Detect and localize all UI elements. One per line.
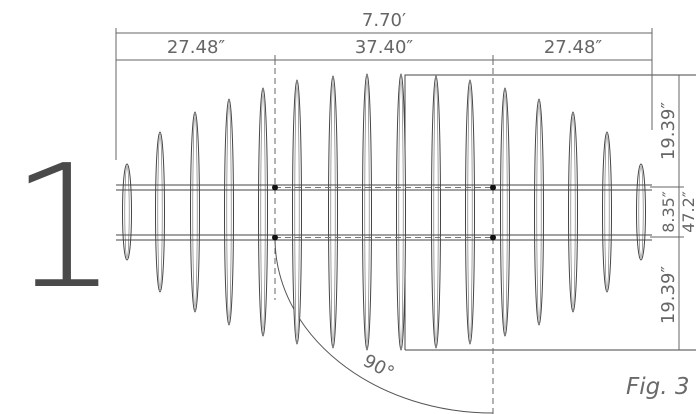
fin-ellipse [396, 73, 406, 351]
pivot-point [272, 234, 278, 241]
right-segment-label: 27.48″ [544, 37, 603, 58]
fin-ellipse [122, 163, 132, 261]
fin-inner-edge [157, 133, 163, 291]
fin-ellipse [224, 98, 234, 326]
center-segment-label: 37.40″ [355, 37, 414, 58]
fin-inner-edge [226, 100, 232, 324]
fin-ellipse [292, 79, 302, 345]
pivot-point [490, 234, 496, 241]
fin-ellipse [431, 75, 441, 349]
fin-inner-edge [364, 75, 370, 349]
fin-inner-edge [124, 165, 130, 259]
fin-inner-edge [192, 113, 198, 311]
figure-caption: Fig. 3 [626, 374, 690, 400]
fin-inner-edge [604, 133, 610, 291]
fin-inner-edge [502, 89, 508, 335]
fin-ellipse [568, 111, 578, 313]
total-height-label: 47.2″ [679, 191, 696, 233]
door-swing-arc [274, 237, 494, 414]
fins-group [122, 73, 646, 351]
fin-ellipse [636, 163, 646, 261]
fin-ellipse [190, 111, 200, 313]
fin-ellipse [602, 131, 612, 293]
fin-inner-edge [330, 77, 336, 347]
fin-inner-edge [294, 81, 300, 343]
pivot-point [490, 184, 496, 191]
fin-ellipse [258, 87, 268, 337]
height-dimensions: 19.39″ 8.35″ 19.39″ 47.2″ [650, 75, 696, 350]
fin-ellipse [500, 87, 510, 337]
top-height-label: 19.39″ [658, 102, 679, 161]
bottom-height-label: 19.39″ [658, 266, 679, 325]
overall-width-dimension: 7.70′ [115, 10, 653, 160]
fin-inner-edge [398, 75, 404, 349]
fin-ellipse [328, 75, 338, 349]
segment-dimensions: 27.48″ 37.40″ 27.48″ [116, 37, 652, 65]
fin-inner-edge [638, 165, 644, 259]
rods [116, 184, 652, 241]
fin-ellipse [534, 98, 544, 326]
fin-inner-edge [433, 77, 439, 347]
left-segment-label: 27.48″ [167, 37, 226, 58]
middle-height-label: 8.35″ [659, 191, 678, 233]
fin-inner-edge [467, 81, 473, 343]
pivot-point [272, 184, 278, 191]
fin-inner-edge [260, 89, 266, 335]
door-angle-label: 90° [360, 350, 398, 384]
overall-width-label: 7.70′ [362, 10, 406, 31]
fin-ellipse [465, 79, 475, 345]
fin-ellipse [155, 131, 165, 293]
fin-ellipse [362, 73, 372, 351]
fin-inner-edge [570, 113, 576, 311]
fin-inner-edge [536, 100, 542, 324]
